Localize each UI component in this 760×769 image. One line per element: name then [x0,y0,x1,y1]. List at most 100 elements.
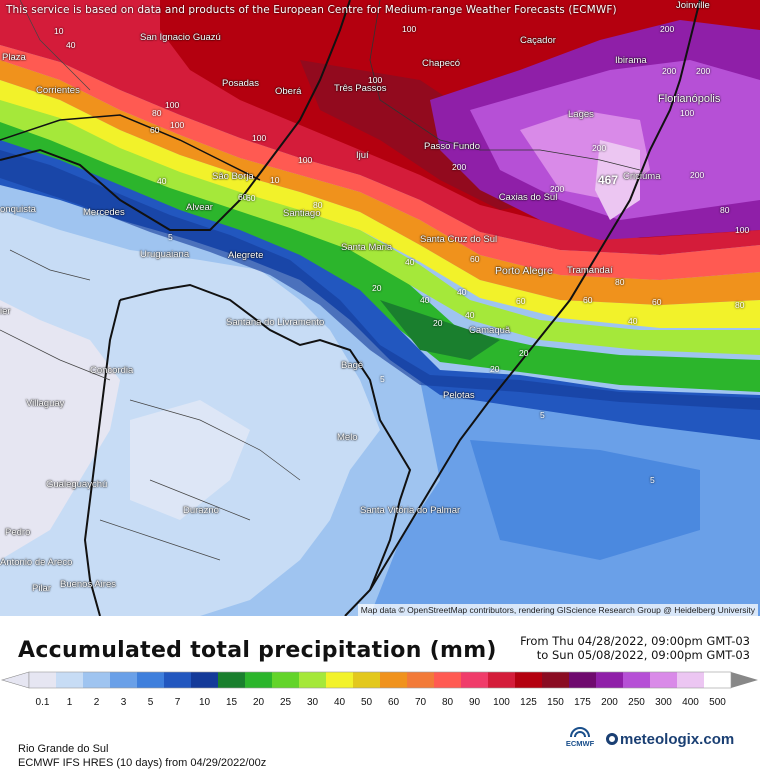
contour-label: 60 [150,125,160,135]
legend-tick-label: 500 [709,697,726,708]
brand-name: meteologix.com [620,731,735,748]
legend-swatch [461,672,489,688]
city-label: Gualeguaychú [46,479,108,490]
legend-tick-label: 250 [628,697,645,708]
legend-swatch [677,672,705,688]
period-to: to Sun 05/08/2022, 09:00pm GMT-03 [536,648,750,662]
legend-swatch [650,672,678,688]
city-label: Porto Alegre [495,265,553,277]
contour-label: 60 [246,193,256,203]
legend-swatch [407,672,435,688]
legend-tick-label: 100 [493,697,510,708]
legend-tick-label: 90 [468,697,481,708]
legend-swatch [515,672,543,688]
legend-tick-label: 25 [279,697,292,708]
contour-label: 60 [652,297,662,307]
city-label: Plaza [2,52,26,63]
legend-tick-label: 175 [574,697,591,708]
contour-label: 200 [690,170,705,180]
region-label: Rio Grande do Sul [18,743,109,755]
contour-label: 20 [519,348,529,358]
period-from: From Thu 04/28/2022, 09:00pm GMT-03 [520,634,750,648]
city-label: Ijuí [356,150,369,161]
legend-tick-label: 40 [333,697,346,708]
contour-label: 200 [452,162,467,172]
contour-label: 80 [720,205,730,215]
ecmwf-logo: ECMWF [563,725,597,748]
city-label: Villaguay [26,398,65,409]
contour-label: 40 [465,310,475,320]
contour-label: 60 [583,295,593,305]
city-label: Uruguaiana [140,249,190,260]
legend-tick-label: 50 [360,697,373,708]
city-label: Passo Fundo [424,141,480,152]
contour-label: 40 [628,316,638,326]
precipitation-map[interactable]: This service is based on data and produc… [0,0,760,616]
legend-swatch [380,672,408,688]
legend-swatch [218,672,246,688]
legend-tick-label: 70 [414,697,427,708]
brand-icon [606,733,618,745]
ecmwf-logo-icon [570,727,590,738]
contour-label: 40 [457,287,467,297]
city-label: Antonio de Areco [0,557,73,568]
contour-label: 60 [516,296,526,306]
contour-label: 40 [157,176,167,186]
legend-tick-label: 3 [120,697,127,708]
city-label: Mercedes [83,207,125,218]
city-label: Corrientes [36,85,80,96]
legend-arrow-low [0,671,30,689]
contour-label: 200 [592,143,607,153]
city-label: Santa Vitória do Palmar [360,505,461,516]
city-label: Santana do Livramento [226,317,325,328]
city-label: Camaquã [469,325,511,336]
contour-label: 100 [680,108,695,118]
city-label: Tramandaí [567,265,613,276]
city-label: Pilar [32,583,52,594]
city-label: Santa Maria [341,242,393,253]
legend-tick-label: 0.1 [35,697,50,708]
city-label: Três Passos [334,83,387,94]
city-label: Criciúma [623,171,661,182]
contour-label: 200 [550,184,565,194]
legend-swatch [83,672,111,688]
legend-swatch [569,672,597,688]
city-label: Pelotas [443,390,475,401]
contour-label: 80 [313,200,323,210]
legend-swatch [164,672,192,688]
legend-swatch [56,672,84,688]
city-label: Lages [568,109,594,120]
contour-label: 80 [735,300,745,310]
legend-tick-label: 200 [601,697,618,708]
legend-swatch [596,672,624,688]
legend-tick-label: 15 [225,697,238,708]
legend-swatch [353,672,381,688]
brand-logo[interactable]: meteologix.com [606,731,734,748]
city-label: São Borja [212,171,254,182]
contour-label: 100 [252,133,267,143]
city-label: Posadas [222,78,259,89]
contour-label: 5 [380,374,385,384]
legend-tick-label: 10 [198,697,211,708]
contour-label: 100 [165,100,180,110]
city-label: Bagé [341,360,364,371]
legend-tick-label: 125 [520,697,537,708]
city-label: Santa Cruz do Sul [420,234,498,245]
map-attribution[interactable]: Map data © OpenStreetMap contributors, r… [357,604,758,616]
contour-label: 200 [696,66,711,76]
contour-label: 100 [170,120,185,130]
legend-tick-label: 7 [174,697,181,708]
contour-label: 60 [238,192,248,202]
legend-tick-label: 1 [66,697,73,708]
contour-label: 80 [152,108,162,118]
contour-label: 100 [298,155,313,165]
legend-swatch [299,672,327,688]
legend-swatch [326,672,354,688]
contour-label: 10 [54,26,64,36]
legend-swatch [29,672,57,688]
city-label: Chapecó [422,58,461,69]
contour-label: 80 [615,277,625,287]
contour-label: 10 [270,175,280,185]
city-label: onquista [0,204,36,215]
contour-label: 100 [735,225,750,235]
